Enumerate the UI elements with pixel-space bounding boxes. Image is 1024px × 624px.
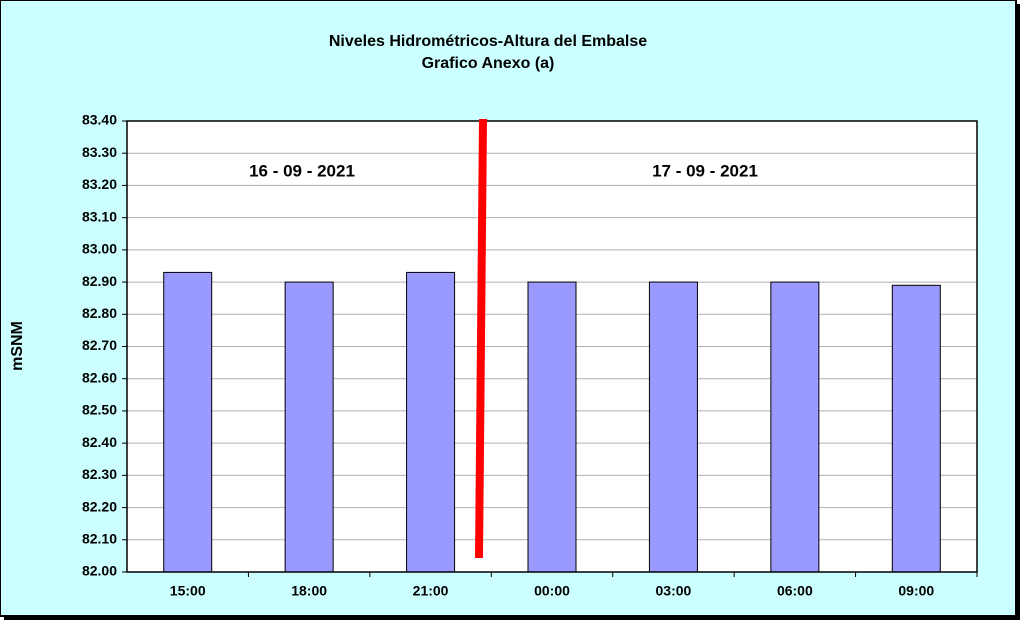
y-tick-label: 82.20 xyxy=(82,498,117,514)
plot-border xyxy=(126,120,978,573)
bar xyxy=(284,281,334,573)
bar xyxy=(527,281,577,573)
bar xyxy=(163,271,213,573)
y-tick-label: 83.00 xyxy=(82,241,117,257)
x-tick-label: 06:00 xyxy=(777,583,813,599)
x-tick-label: 15:00 xyxy=(170,583,206,599)
x-tick-label: 18:00 xyxy=(291,583,327,599)
x-tick-label: 09:00 xyxy=(898,583,934,599)
chart-subtitle: Grafico Anexo (a) xyxy=(422,55,555,72)
annotation: 16 - 09 - 2021 xyxy=(249,161,355,180)
y-tick-label: 83.30 xyxy=(82,144,117,160)
bar xyxy=(891,284,941,573)
y-tick-label: 82.30 xyxy=(82,466,117,482)
x-tick-label: 03:00 xyxy=(656,583,692,599)
y-tick-label: 83.40 xyxy=(82,112,117,128)
y-axis-title: mSNM xyxy=(9,321,26,371)
chart-title: Niveles Hidrométricos-Altura del Embalse xyxy=(329,33,647,50)
bar xyxy=(648,281,698,573)
bar xyxy=(406,271,456,573)
y-tick-label: 82.40 xyxy=(82,434,117,450)
x-tick-label: 00:00 xyxy=(534,583,570,599)
x-tick-label: 21:00 xyxy=(413,583,449,599)
y-tick-label: 83.20 xyxy=(82,176,117,192)
y-tick-label: 82.80 xyxy=(82,305,117,321)
bar xyxy=(770,281,820,573)
y-tick-label: 82.60 xyxy=(82,369,117,385)
y-tick-label: 83.10 xyxy=(82,208,117,224)
y-tick-label: 82.50 xyxy=(82,402,117,418)
annotation: 17 - 09 - 2021 xyxy=(652,161,758,180)
y-tick-label: 82.70 xyxy=(82,337,117,353)
y-tick-label: 82.10 xyxy=(82,530,117,546)
date-separator xyxy=(475,118,487,559)
y-tick-label: 82.90 xyxy=(82,273,117,289)
y-tick-label: 82.00 xyxy=(82,563,117,579)
